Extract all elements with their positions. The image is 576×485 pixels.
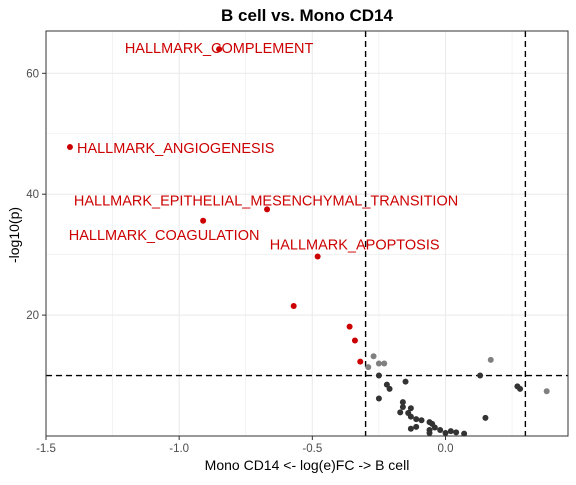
data-point-other [413,424,419,430]
data-point-significant [347,324,353,330]
x-axis-title: Mono CD14 <- log(e)FC -> B cell [205,457,410,473]
data-point-significant [315,253,321,259]
data-point-other [387,386,393,392]
x-tick-label: 0.0 [437,443,453,455]
y-axis-title: -log10(p) [6,207,22,263]
data-point-faded [376,360,382,366]
data-point-other [517,386,523,392]
data-point-faded [544,388,550,394]
axes: -1.5 -1.0 -0.5 0.0 20 40 60 [26,68,453,455]
data-point-faded [488,357,494,363]
data-point-other [432,425,438,431]
data-point-other [403,379,409,385]
point-label: HALLMARK_ANGIOGENESIS [77,141,274,157]
point-label: HALLMARK_COMPLEMENT [125,41,314,57]
point-label: HALLMARK_APOPTOSIS [270,237,440,253]
data-point-other [437,427,443,433]
data-point-other [376,396,382,402]
y-tick-label: 40 [26,189,39,201]
data-point-other [408,426,414,432]
data-point-faded [381,360,387,366]
data-point-significant [352,337,358,343]
data-point-other [376,373,382,379]
data-point-other [477,373,483,379]
data-point-other [400,404,406,410]
data-point-significant [291,303,297,309]
data-point-faded [365,364,371,370]
y-tick-label: 60 [26,68,39,80]
x-tick-label: -1.0 [169,443,189,455]
data-point-significant [357,359,363,365]
point-label: HALLMARK_EPITHELIAL_MESENCHYMAL_TRANSITI… [74,193,458,209]
x-tick-label: -0.5 [302,443,322,455]
data-point-other [453,429,459,435]
data-point-other [408,414,414,420]
data-point-faded [371,353,377,359]
data-point-other [397,409,403,415]
data-point-other [448,428,454,434]
data-point-other [413,416,419,422]
point-label: HALLMARK_COAGULATION [69,228,260,244]
data-point-other [482,415,488,421]
x-tick-label: -1.5 [36,443,56,455]
data-point-other [427,430,433,436]
data-point-significant [67,144,73,150]
y-tick-label: 20 [26,310,39,322]
data-point-other [419,417,425,423]
chart-title: B cell vs. Mono CD14 [221,6,393,25]
data-point-significant [200,218,206,224]
data-point-other [442,430,448,436]
